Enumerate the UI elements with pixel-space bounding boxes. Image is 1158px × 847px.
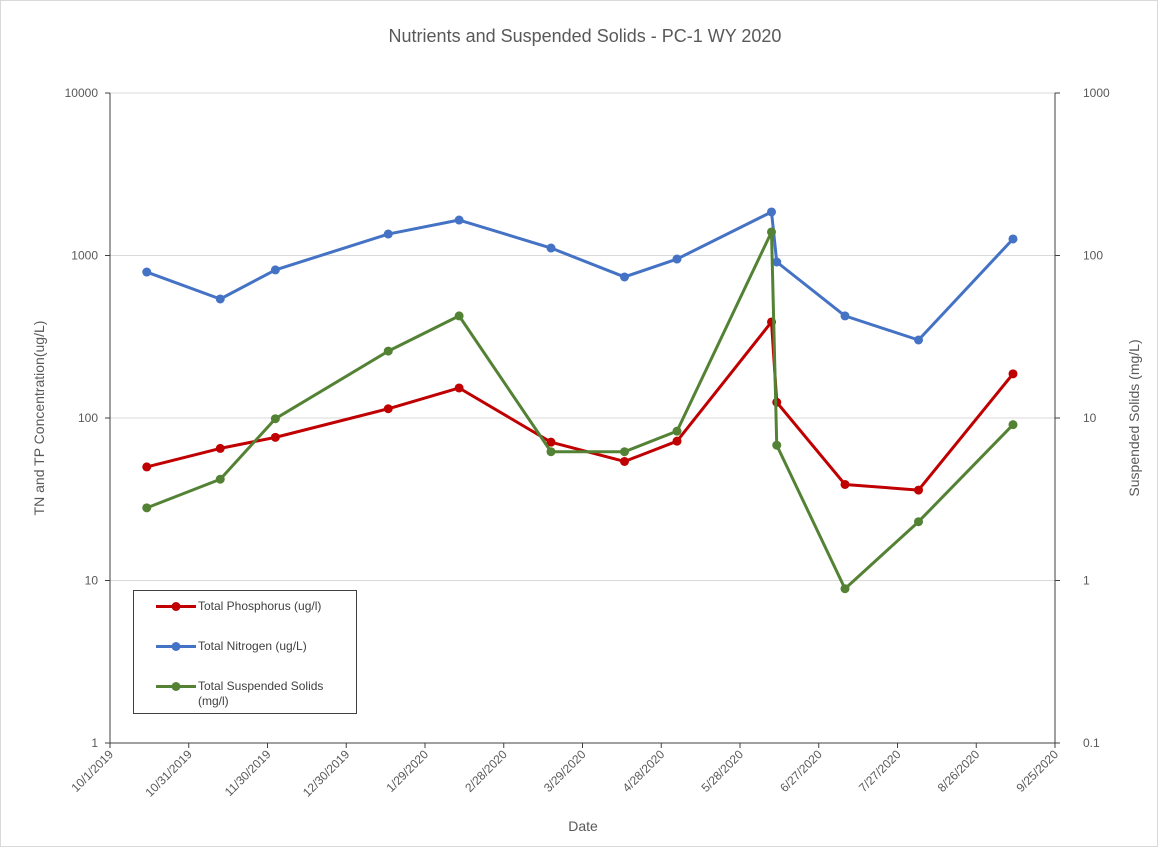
- legend-marker: [171, 602, 181, 611]
- series-line: [146, 210, 1015, 342]
- y-tick-label: 10000: [65, 86, 99, 100]
- x-tick-label: 1/29/2020: [383, 747, 431, 795]
- data-point: [383, 346, 393, 356]
- y-tick-label: 10: [85, 574, 99, 588]
- x-tick-label: 12/30/2019: [300, 747, 353, 800]
- x-tick-label: 4/28/2020: [620, 747, 668, 795]
- data-point: [840, 584, 850, 594]
- data-point: [1008, 369, 1018, 379]
- legend-swatch: [156, 642, 196, 651]
- y2-tick-label: 1000: [1083, 86, 1110, 100]
- data-point: [546, 437, 556, 447]
- legend-marker: [171, 642, 181, 651]
- x-tick-label: 10/1/2019: [68, 747, 116, 795]
- y2-axis-title: Suspended Solids (mg/L): [1126, 339, 1142, 496]
- x-tick-label: 10/31/2019: [143, 747, 196, 800]
- data-point: [620, 447, 629, 457]
- legend-marker: [171, 682, 181, 691]
- x-tick-label: 9/25/2020: [1013, 747, 1061, 795]
- data-point: [383, 404, 393, 414]
- data-point: [914, 485, 923, 495]
- legend-swatch: [156, 682, 196, 691]
- data-point: [270, 414, 280, 424]
- data-point: [772, 440, 782, 450]
- legend-label: Total Phosphorus (ug/l): [198, 599, 322, 613]
- y2-tick-label: 10: [1083, 411, 1097, 425]
- y-tick-label: 1: [91, 736, 98, 750]
- y-tick-label: 1000: [71, 249, 98, 263]
- data-point: [840, 479, 850, 489]
- data-point: [1008, 420, 1018, 430]
- y-tick-label: 100: [78, 411, 98, 425]
- data-point: [142, 267, 152, 277]
- data-point: [620, 456, 629, 466]
- data-point: [672, 254, 682, 264]
- data-point: [454, 311, 464, 321]
- data-point: [914, 517, 923, 527]
- y-axis-title: TN and TP Concentration(ug/L): [31, 321, 47, 516]
- series-line: [146, 230, 1015, 591]
- data-point: [215, 443, 225, 453]
- data-point: [215, 294, 225, 304]
- y2-tick-label: 100: [1083, 249, 1103, 263]
- x-tick-label: 5/28/2020: [698, 747, 746, 795]
- legend-swatch: [156, 602, 196, 611]
- data-point: [672, 436, 682, 446]
- data-point: [270, 432, 280, 442]
- x-axis-title: Date: [568, 818, 598, 834]
- chart-title: Nutrients and Suspended Solids - PC-1 WY…: [389, 26, 782, 46]
- x-tick-label: 6/27/2020: [777, 747, 825, 795]
- x-tick-label: 11/30/2019: [222, 747, 274, 799]
- data-point: [142, 462, 152, 472]
- data-point: [620, 272, 629, 282]
- data-point: [215, 474, 225, 484]
- legend-label: Total Suspended Solids (mg/l): [198, 679, 324, 708]
- data-point: [546, 243, 556, 253]
- data-point: [914, 335, 923, 345]
- x-tick-label: 8/26/2020: [935, 747, 983, 795]
- y2-tick-label: 1: [1083, 574, 1090, 588]
- data-point: [1008, 234, 1018, 244]
- y2-tick-label: 0.1: [1083, 736, 1100, 750]
- x-tick-label: 3/29/2020: [541, 747, 589, 795]
- data-point: [840, 311, 850, 321]
- data-point: [142, 503, 152, 513]
- data-point: [383, 229, 393, 239]
- x-tick-label: 2/28/2020: [462, 747, 510, 795]
- legend-item: Total Phosphorus (ug/l): [154, 599, 348, 614]
- data-point: [546, 447, 556, 457]
- legend-item: Total Nitrogen (ug/L): [154, 639, 348, 654]
- legend: Total Phosphorus (ug/l) Total Nitrogen (u…: [133, 590, 357, 714]
- data-point: [767, 207, 776, 217]
- x-tick-label: 7/27/2020: [856, 747, 904, 795]
- data-point: [454, 383, 464, 393]
- data-point: [772, 257, 782, 267]
- legend-label: Total Nitrogen (ug/L): [198, 639, 307, 653]
- data-point: [270, 265, 280, 275]
- legend-item: Total Suspended Solids (mg/l): [154, 679, 348, 709]
- series-line: [146, 320, 1015, 492]
- data-point: [672, 426, 682, 436]
- data-point: [767, 227, 776, 237]
- data-point: [454, 215, 464, 225]
